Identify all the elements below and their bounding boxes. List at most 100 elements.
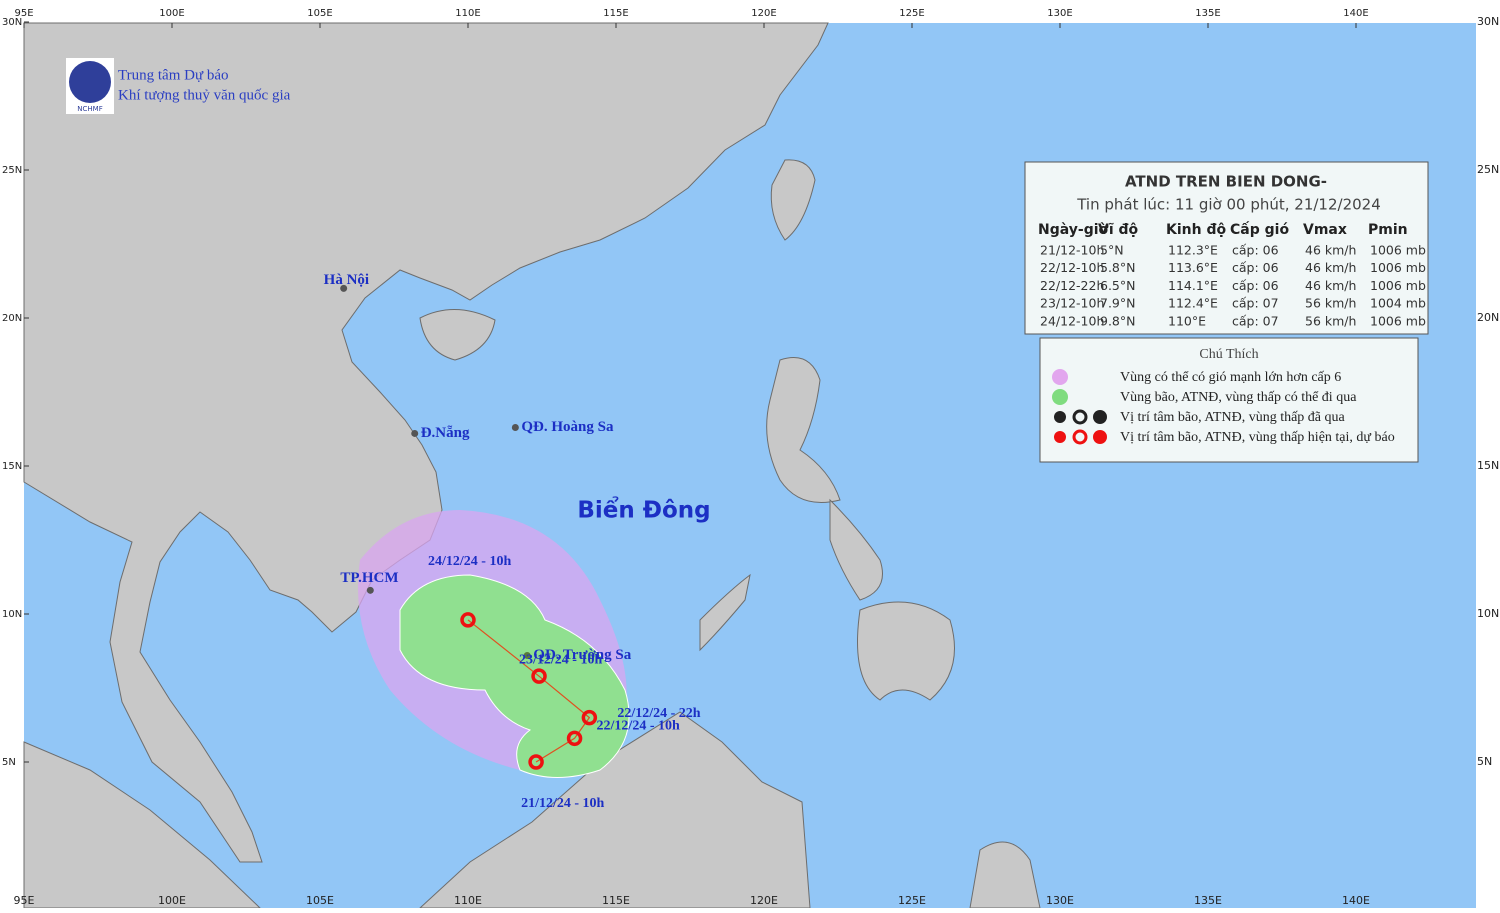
place-dot	[340, 284, 348, 292]
table-cell: 7.9°N	[1100, 296, 1135, 311]
table-cell: 1006 mb	[1370, 313, 1426, 328]
lon-tick-label-bottom: 130E	[1046, 894, 1074, 907]
table-cell: 46 km/h	[1305, 278, 1356, 293]
place-label: Hà Nội	[324, 272, 369, 288]
logo-globe	[69, 61, 111, 103]
legend-item: Vị trí tâm bão, ATNĐ, vùng thấp đã qua	[1120, 410, 1346, 425]
lat-tick-label-right: 5N	[1477, 755, 1492, 768]
table-cell: 1006 mb	[1370, 260, 1426, 275]
table-subtitle: Tin phát lúc: 11 giờ 00 phút, 21/12/2024	[1076, 196, 1381, 214]
lat-tick-label-right: 30N	[1477, 15, 1499, 28]
lat-tick-label-right: 20N	[1477, 311, 1499, 324]
track-label: 23/12/24 - 10h	[519, 652, 602, 667]
table-cell: 22/12-22h	[1040, 278, 1104, 293]
sea-label: Biển Đông	[577, 496, 710, 524]
lon-tick-label-bottom: 95E	[14, 894, 35, 907]
lat-tick-label: 5N	[2, 757, 16, 768]
table-header: Vĩ độ	[1098, 222, 1139, 238]
lon-tick-label-bottom: 115E	[602, 894, 630, 907]
legend-swatch	[1052, 369, 1068, 385]
table-cell: 56 km/h	[1305, 313, 1356, 328]
table-cell: 112.3°E	[1168, 243, 1218, 258]
table-cell: 110°E	[1168, 313, 1206, 328]
legend-item: Vùng bão, ATNĐ, vùng thấp có thể đi qua	[1120, 390, 1357, 405]
table-cell: 46 km/h	[1305, 243, 1356, 258]
lon-tick-label: 140E	[1343, 8, 1368, 19]
table-header: Pmin	[1368, 222, 1408, 238]
table-cell: 56 km/h	[1305, 296, 1356, 311]
lon-tick-label: 125E	[899, 8, 924, 19]
track-label: 22/12/24 - 10h	[597, 719, 680, 734]
legend-symbols-current	[1054, 429, 1107, 445]
org-name: Khí tượng thuỷ văn quốc gia	[118, 87, 291, 103]
lat-tick-label-right: 25N	[1477, 163, 1499, 176]
track-line	[467, 619, 591, 763]
land	[23, 22, 1041, 909]
table-cell: cấp: 06	[1232, 243, 1279, 258]
lon-tick-label-bottom: 125E	[898, 894, 926, 907]
legend-symbols-past	[1054, 409, 1107, 425]
table-header: Vmax	[1303, 222, 1347, 238]
place-dot	[366, 586, 374, 594]
lon-tick-label-bottom: 120E	[750, 894, 778, 907]
table-cell: cấp: 06	[1232, 278, 1279, 293]
org-name: Trung tâm Dự báo	[118, 67, 229, 83]
table-header: Ngày-giờ	[1038, 222, 1109, 238]
legend-item: Vị trí tâm bão, ATNĐ, vùng thấp hiện tại…	[1120, 430, 1395, 445]
place-dot	[511, 424, 519, 432]
table-cell: 113.6°E	[1168, 260, 1218, 275]
table-cell: 46 km/h	[1305, 260, 1356, 275]
lon-tick-label-bottom: 110E	[454, 894, 482, 907]
table-header: Cấp gió	[1230, 221, 1289, 238]
lon-tick-label: 105E	[307, 8, 332, 19]
lon-tick-label: 100E	[159, 8, 184, 19]
lon-tick-label: 130E	[1047, 8, 1072, 19]
table-cell: 6.5°N	[1100, 278, 1135, 293]
lon-tick-label-bottom: 105E	[306, 894, 334, 907]
lat-tick-label-right: 10N	[1477, 607, 1499, 620]
lat-tick-label: 25N	[2, 165, 22, 176]
forecast-cone	[358, 510, 630, 778]
legend-swatch	[1052, 389, 1068, 405]
track-point	[581, 709, 598, 726]
lon-tick-label: 110E	[455, 8, 480, 19]
table-cell: 9.8°N	[1100, 313, 1135, 328]
lat-tick-label: 30N	[2, 17, 22, 28]
lat-tick-label: 10N	[2, 609, 22, 620]
place-label: QĐ. Hoàng Sa	[521, 419, 614, 435]
lat-tick-label: 20N	[2, 313, 22, 324]
track-label: 21/12/24 - 10h	[521, 796, 604, 811]
track-label: 24/12/24 - 10h	[428, 554, 511, 569]
lon-tick-label: 115E	[603, 8, 628, 19]
table-cell: 22/12-10h	[1040, 260, 1104, 275]
lon-tick-label-bottom: 135E	[1194, 894, 1222, 907]
place-dot	[411, 429, 419, 437]
lon-tick-label: 120E	[751, 8, 776, 19]
lat-tick-label-right: 15N	[1477, 459, 1499, 472]
table-cell: 21/12-10h	[1040, 243, 1104, 258]
track-point	[528, 754, 544, 770]
logo-text: NCHMF	[77, 105, 102, 113]
lon-tick-label: 95E	[14, 8, 33, 19]
place-label: TP.HCM	[340, 570, 398, 586]
track-point	[566, 730, 583, 747]
table-cell: 1006 mb	[1370, 278, 1426, 293]
track-label: 22/12/24 - 22h	[617, 706, 700, 721]
table-cell: 114.1°E	[1168, 278, 1218, 293]
info-table: ATND TREN BIEN DONG- Tin phát lúc: 11 giờ…	[1024, 161, 1429, 335]
lat-tick-label: 15N	[2, 461, 22, 472]
table-cell: 1006 mb	[1370, 243, 1426, 258]
logo	[66, 58, 114, 114]
table-cell: 112.4°E	[1168, 296, 1218, 311]
table-cell: cấp: 06	[1232, 260, 1279, 275]
table-cell: 1004 mb	[1370, 296, 1426, 311]
legend-item: Vùng có thể có gió mạnh lớn hơn cấp 6	[1120, 370, 1341, 385]
table-cell: 5°N	[1100, 243, 1124, 258]
place-label: QĐ. Trường Sa	[533, 647, 632, 663]
lon-tick-label-bottom: 140E	[1342, 894, 1370, 907]
place-label: Đ.Nẵng	[421, 425, 470, 441]
track-point	[460, 612, 476, 628]
table-cell: 5.8°N	[1100, 260, 1135, 275]
table-box	[1024, 161, 1429, 335]
